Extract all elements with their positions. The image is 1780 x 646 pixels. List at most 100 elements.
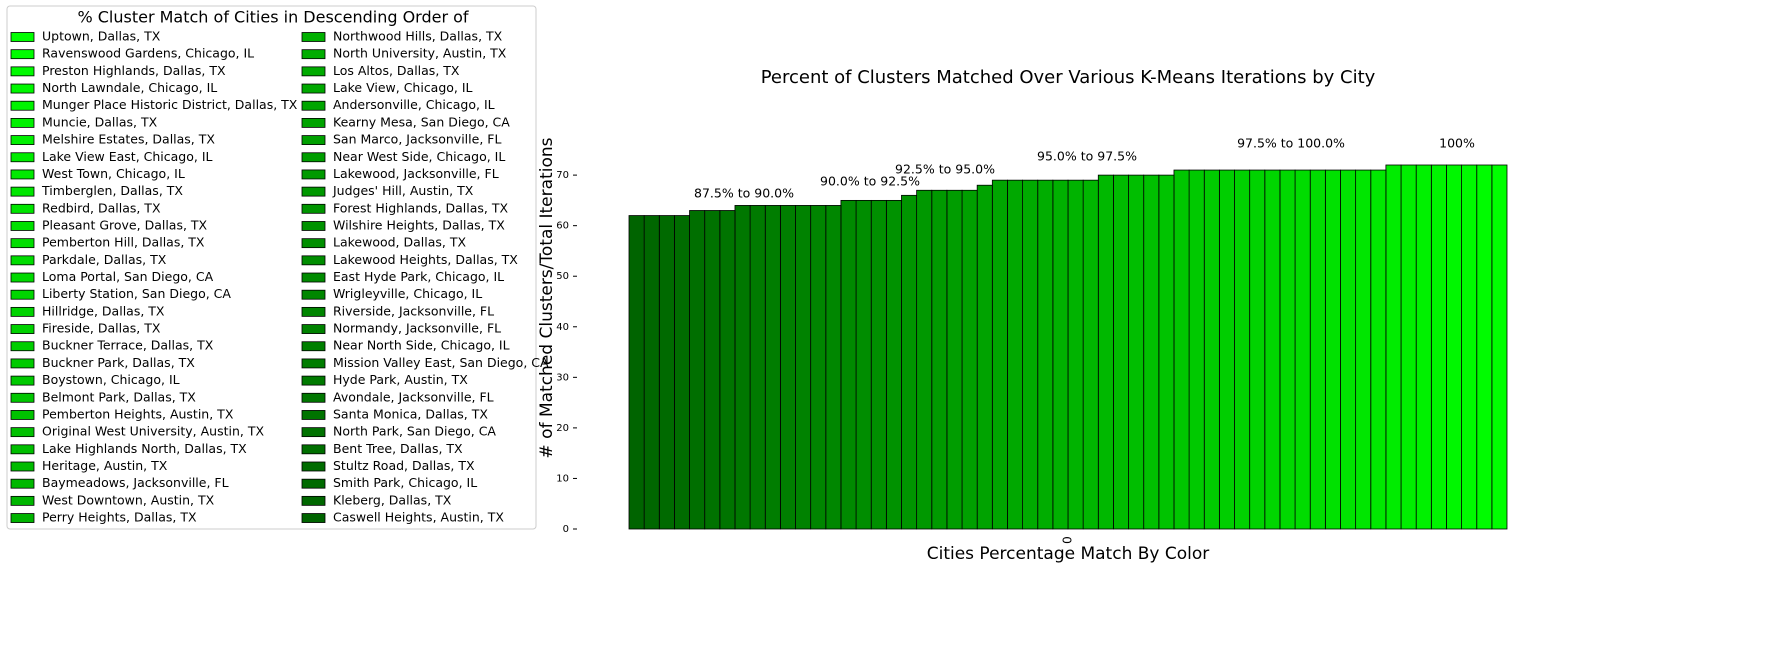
- y-tick-label: 30: [556, 372, 569, 383]
- legend-label: Mission Valley East, San Diego, CA: [333, 355, 549, 370]
- legend-label: Loma Portal, San Diego, CA: [42, 269, 214, 284]
- legend-swatch: [301, 306, 326, 317]
- bar: [885, 199, 902, 530]
- bar: [1007, 179, 1023, 530]
- bar: [1385, 164, 1402, 530]
- legend-label: Original West University, Austin, TX: [42, 424, 264, 439]
- y-tick-label: 10: [556, 473, 569, 484]
- bar: [1355, 169, 1372, 530]
- legend-swatch: [10, 375, 35, 386]
- y-axis-label: # of Matched Clusters/Total Iterations: [537, 137, 557, 458]
- legend-label: Kearny Mesa, San Diego, CA: [333, 114, 510, 129]
- x-axis-label: Cities Percentage Match By Color: [927, 544, 1210, 564]
- legend-swatch: [10, 289, 35, 300]
- legend-label: Pemberton Heights, Austin, TX: [42, 406, 234, 421]
- legend-swatch: [10, 169, 35, 180]
- legend-swatch: [301, 513, 326, 523]
- legend-label: East Hyde Park, Chicago, IL: [333, 269, 504, 284]
- bar: [901, 194, 918, 530]
- legend-label: North University, Austin, TX: [333, 46, 507, 61]
- legend-label: Smith Park, Chicago, IL: [333, 475, 477, 490]
- legend-label: Santa Monica, Dallas, TX: [333, 406, 488, 421]
- legend-swatch: [301, 203, 326, 214]
- legend-label: Forest Highlands, Dallas, TX: [333, 200, 508, 215]
- legend-label: Lakewood, Dallas, TX: [333, 235, 466, 250]
- legend-label: Avondale, Jacksonville, FL: [333, 389, 494, 404]
- legend-label: Buckner Terrace, Dallas, TX: [42, 338, 214, 353]
- annotation: 95.0% to 97.5%: [1037, 149, 1137, 164]
- legend-label: Andersonville, Chicago, IL: [333, 97, 495, 112]
- legend-swatch: [301, 495, 326, 506]
- legend-swatch: [301, 152, 326, 163]
- legend-swatch: [10, 513, 35, 523]
- legend-label: Lake Highlands North, Dallas, TX: [42, 441, 247, 456]
- legend-label: Melshire Estates, Dallas, TX: [42, 132, 215, 147]
- y-tick-label: 60: [556, 221, 569, 232]
- legend-swatch: [301, 289, 326, 300]
- legend-label: Pleasant Grove, Dallas, TX: [42, 217, 208, 232]
- legend-swatch: [301, 83, 326, 94]
- bar: [1052, 179, 1069, 530]
- bar: [795, 205, 812, 530]
- legend-swatch: [10, 272, 35, 283]
- bar: [689, 210, 706, 530]
- bar: [1461, 164, 1478, 530]
- legend-swatch: [10, 203, 35, 214]
- bar: [991, 179, 1008, 530]
- legend-label: North Lawndale, Chicago, IL: [42, 80, 217, 95]
- bar: [1067, 179, 1084, 530]
- bar: [1446, 164, 1462, 530]
- legend-label: West Downtown, Austin, TX: [42, 492, 215, 507]
- bar: [1022, 179, 1039, 530]
- legend-swatch: [301, 118, 326, 128]
- legend-label: Ravenswood Gardens, Chicago, IL: [42, 46, 254, 61]
- legend-swatch: [301, 135, 326, 145]
- bar: [855, 199, 872, 530]
- legend-label: Near West Side, Chicago, IL: [333, 149, 505, 164]
- bar: [1400, 164, 1417, 530]
- legend-swatch: [301, 358, 326, 369]
- legend-title: % Cluster Match of Cities in Descending …: [77, 8, 468, 27]
- bar: [719, 210, 736, 530]
- legend-swatch: [301, 49, 326, 60]
- legend-label: Kleberg, Dallas, TX: [333, 492, 452, 507]
- legend-label: Liberty Station, San Diego, CA: [42, 286, 231, 301]
- legend-swatch: [301, 169, 326, 180]
- bar: [764, 205, 781, 530]
- bar: [931, 189, 948, 530]
- bar: [1415, 164, 1432, 530]
- annotation: 97.5% to 100.0%: [1237, 136, 1345, 151]
- legend-label: Preston Highlands, Dallas, TX: [42, 63, 226, 78]
- legend-swatch: [10, 66, 35, 77]
- legend-label: Pemberton Hill, Dallas, TX: [42, 235, 205, 250]
- bar: [674, 215, 690, 530]
- bar: [1234, 169, 1251, 530]
- bar: [976, 184, 993, 530]
- legend-label: Riverside, Jacksonville, FL: [333, 303, 494, 318]
- annotation: 87.5% to 90.0%: [694, 186, 794, 201]
- bar: [1143, 174, 1160, 530]
- legend-label: Caswell Heights, Austin, TX: [333, 510, 504, 525]
- y-tick-label: 50: [556, 271, 569, 282]
- legend-label: Buckner Park, Dallas, TX: [42, 355, 195, 370]
- legend-label: Hyde Park, Austin, TX: [333, 372, 468, 387]
- bar: [1113, 174, 1129, 530]
- legend-swatch: [301, 410, 326, 420]
- legend-swatch: [10, 135, 35, 145]
- legend-swatch: [301, 238, 326, 249]
- legend-swatch: [301, 272, 326, 283]
- legend-swatch: [301, 341, 326, 352]
- bar: [704, 210, 721, 530]
- y-tick-label: 0: [563, 524, 569, 535]
- legend-swatch: [10, 495, 35, 506]
- bar: [658, 215, 675, 530]
- legend-swatch: [10, 221, 35, 231]
- legend-label: Muncie, Dallas, TX: [42, 114, 158, 129]
- legend-swatch: [301, 375, 326, 386]
- legend-swatch: [301, 221, 326, 231]
- legend-swatch: [10, 118, 35, 128]
- legend-label: Fireside, Dallas, TX: [42, 321, 161, 336]
- bar: [628, 215, 645, 530]
- legend-label: Near North Side, Chicago, IL: [333, 338, 510, 353]
- bar: [1218, 169, 1235, 530]
